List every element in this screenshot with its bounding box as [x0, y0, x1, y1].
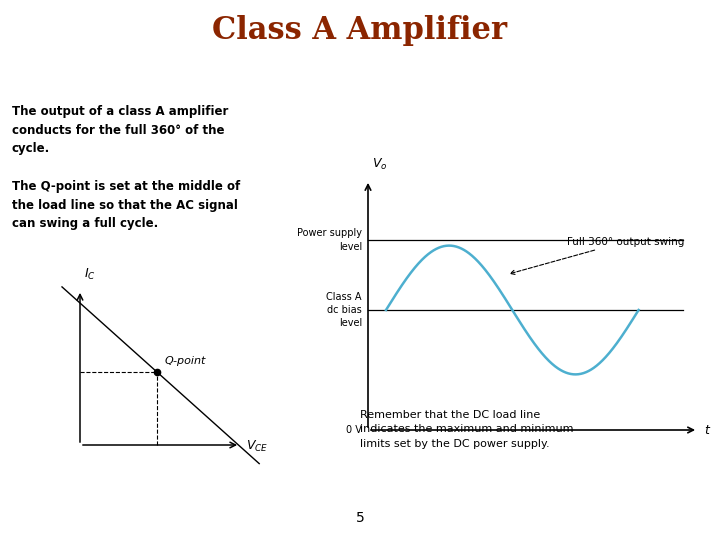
Text: $V_{CE}$: $V_{CE}$: [246, 438, 268, 454]
Text: Class A
dc bias
level: Class A dc bias level: [326, 292, 362, 328]
Text: The output of a class A amplifier
conducts for the full 360° of the
cycle.: The output of a class A amplifier conduc…: [12, 105, 228, 155]
Text: t: t: [704, 423, 709, 436]
Text: Power supply
level: Power supply level: [297, 228, 362, 252]
Text: 0 V: 0 V: [346, 425, 362, 435]
Text: Remember that the DC load line
indicates the maximum and minimum
limits set by t: Remember that the DC load line indicates…: [360, 410, 574, 449]
Text: $I_C$: $I_C$: [84, 267, 96, 282]
Text: $V_o$: $V_o$: [372, 157, 387, 172]
Text: Full 360° output swing: Full 360° output swing: [510, 237, 684, 274]
Text: 5: 5: [356, 511, 364, 525]
Text: Q-point: Q-point: [165, 356, 206, 366]
Text: Class A Amplifier: Class A Amplifier: [212, 15, 508, 45]
Text: The Q-point is set at the middle of
the load line so that the AC signal
can swin: The Q-point is set at the middle of the …: [12, 180, 240, 230]
